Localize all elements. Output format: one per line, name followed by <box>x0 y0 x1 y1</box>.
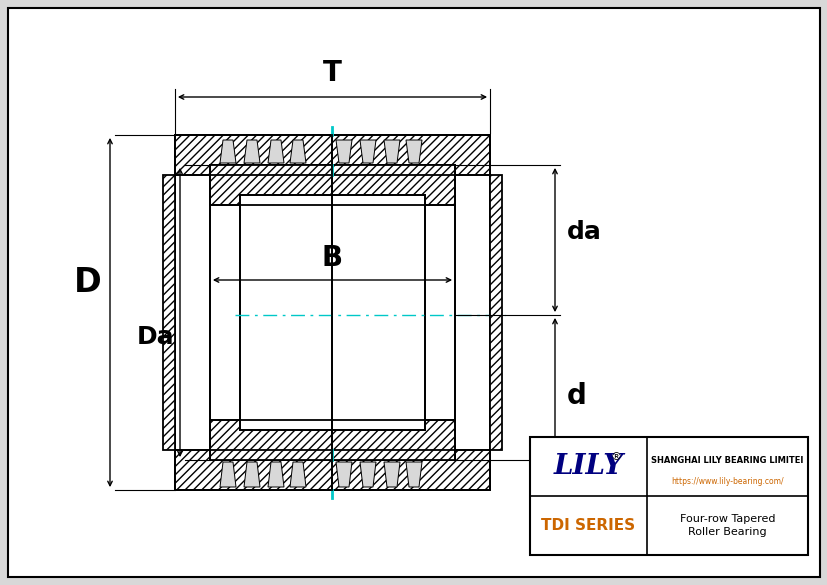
Bar <box>210 420 455 460</box>
Polygon shape <box>220 140 236 163</box>
Polygon shape <box>360 462 375 487</box>
Polygon shape <box>384 140 399 163</box>
Polygon shape <box>268 462 284 487</box>
Polygon shape <box>360 140 375 163</box>
Text: ®: ® <box>610 453 621 463</box>
Polygon shape <box>289 462 306 487</box>
Text: LILY: LILY <box>552 453 623 480</box>
Bar <box>174 450 490 490</box>
Polygon shape <box>405 462 422 487</box>
Polygon shape <box>289 140 306 163</box>
Polygon shape <box>336 140 351 163</box>
Polygon shape <box>244 462 260 487</box>
Polygon shape <box>384 462 399 487</box>
Text: TDI SERIES: TDI SERIES <box>541 518 634 533</box>
Bar <box>163 175 174 450</box>
Bar <box>210 165 455 460</box>
Text: D: D <box>74 266 102 299</box>
Text: Four-row Tapered
Roller Bearing: Four-row Tapered Roller Bearing <box>679 514 774 537</box>
Polygon shape <box>405 140 422 163</box>
Text: https://www.lily-bearing.com/: https://www.lily-bearing.com/ <box>670 477 782 486</box>
Bar <box>490 175 501 450</box>
Bar <box>240 195 424 430</box>
Bar <box>174 135 490 175</box>
Text: d: d <box>566 381 586 410</box>
Text: T: T <box>323 59 342 87</box>
Text: SHANGHAI LILY BEARING LIMITEI: SHANGHAI LILY BEARING LIMITEI <box>650 456 802 465</box>
Bar <box>210 165 455 205</box>
Polygon shape <box>268 140 284 163</box>
Text: Da: Da <box>136 325 174 349</box>
Bar <box>174 135 490 490</box>
Polygon shape <box>220 462 236 487</box>
Text: B: B <box>322 244 342 272</box>
Bar <box>529 437 807 555</box>
Polygon shape <box>244 140 260 163</box>
Text: da: da <box>566 220 601 244</box>
Polygon shape <box>336 462 351 487</box>
